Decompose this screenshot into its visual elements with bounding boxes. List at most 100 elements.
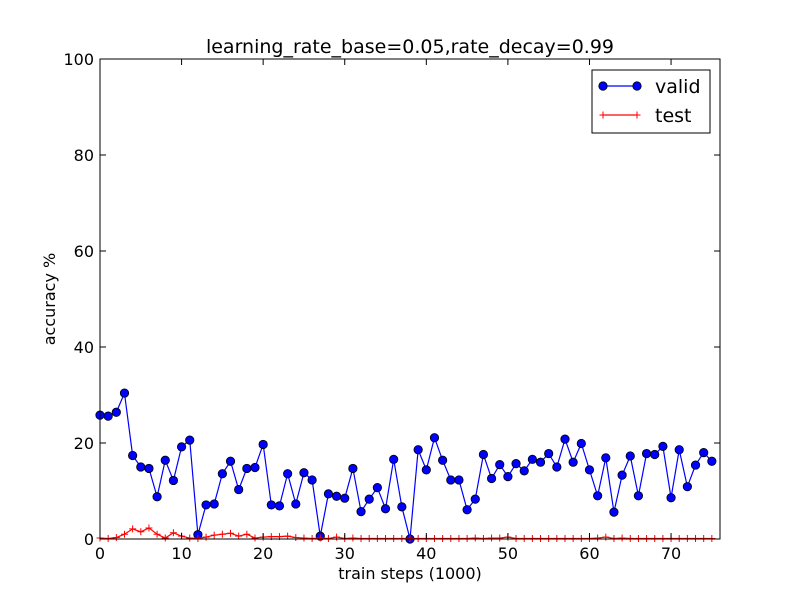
plot-frame xyxy=(99,58,721,540)
data-point-valid xyxy=(560,434,570,444)
legend-box xyxy=(591,69,711,134)
data-point-valid xyxy=(413,445,423,455)
x-tick-label: 10 xyxy=(171,544,191,563)
data-point-valid xyxy=(699,447,709,458)
data-point-valid xyxy=(707,456,717,466)
x-axis-label: train steps (1000) xyxy=(338,564,482,583)
data-point-valid xyxy=(356,507,366,517)
data-point-valid xyxy=(658,441,668,451)
data-point-test xyxy=(218,530,226,538)
series-valid xyxy=(95,388,717,544)
data-point-valid xyxy=(242,463,252,474)
data-point-test xyxy=(169,529,177,537)
data-point-valid xyxy=(168,475,179,486)
legend: valid test xyxy=(591,69,711,134)
data-point-valid xyxy=(128,450,138,461)
data-point-valid xyxy=(584,465,595,475)
data-point-valid xyxy=(389,454,399,464)
data-point-valid xyxy=(625,451,635,461)
data-point-valid xyxy=(641,448,652,459)
data-point-valid xyxy=(103,411,113,421)
data-point-test xyxy=(129,525,137,533)
data-point-test xyxy=(284,532,292,540)
data-point-valid xyxy=(364,494,374,504)
data-point-test xyxy=(300,534,308,542)
legend-swatch-marker xyxy=(598,81,608,91)
y-axis-label: accuracy % xyxy=(40,253,59,345)
data-point-test xyxy=(186,534,194,542)
legend-entry-test: test xyxy=(599,105,692,127)
data-point-valid xyxy=(397,502,407,512)
data-point-valid xyxy=(438,455,448,465)
data-point-valid xyxy=(340,493,350,503)
data-point-valid xyxy=(331,491,342,501)
data-point-valid xyxy=(486,473,497,484)
data-point-valid xyxy=(568,457,578,467)
data-point-valid xyxy=(209,499,219,509)
y-tick-label: 0 xyxy=(84,530,94,549)
data-point-valid xyxy=(266,500,276,510)
data-point-valid xyxy=(682,482,692,492)
data-point-valid xyxy=(283,469,293,479)
legend-entries: valid test xyxy=(598,76,701,127)
data-point-valid xyxy=(495,459,505,470)
data-point-valid xyxy=(250,462,260,473)
x-tick-label: 70 xyxy=(661,544,681,563)
data-point-test xyxy=(594,534,602,542)
data-point-test xyxy=(112,534,120,542)
data-point-valid xyxy=(258,439,268,450)
legend-label: valid xyxy=(655,76,701,98)
data-point-test xyxy=(471,534,479,542)
data-point-valid xyxy=(462,505,472,515)
data-point-valid xyxy=(429,433,440,443)
legend-swatch-marker xyxy=(599,111,607,119)
data-point-valid xyxy=(601,453,611,463)
data-point-test xyxy=(161,534,169,542)
data-point-valid xyxy=(544,448,554,459)
data-point-test xyxy=(251,534,259,542)
legend-label: test xyxy=(655,105,692,127)
data-point-test xyxy=(235,532,243,540)
data-point-valid xyxy=(323,489,334,499)
data-point-test xyxy=(292,534,300,542)
data-point-valid xyxy=(609,507,619,517)
data-point-valid xyxy=(274,501,285,511)
data-point-valid xyxy=(666,493,676,503)
data-point-valid xyxy=(160,455,170,465)
data-point-valid xyxy=(617,470,627,480)
data-point-test xyxy=(488,534,496,542)
data-point-valid xyxy=(421,465,431,475)
data-point-test xyxy=(618,534,626,542)
data-point-valid xyxy=(111,407,121,417)
data-point-valid xyxy=(291,499,301,509)
x-tick-label: 60 xyxy=(579,544,599,563)
data-point-valid xyxy=(478,449,489,460)
y-tick-label: 100 xyxy=(63,50,94,69)
data-point-valid xyxy=(633,491,644,501)
data-point-valid xyxy=(307,475,317,485)
data-point-test xyxy=(153,530,161,538)
data-point-valid xyxy=(470,494,480,504)
series-line-valid xyxy=(99,390,713,540)
legend-entry-valid: valid xyxy=(598,76,701,98)
data-point-valid xyxy=(535,457,546,467)
x-tick-label: 40 xyxy=(416,544,436,563)
legend-swatch-marker xyxy=(632,81,642,91)
data-point-valid xyxy=(380,504,391,514)
data-point-valid xyxy=(152,492,162,502)
data-point-valid xyxy=(650,449,660,460)
plot-area: 0 10 20 30 40 50 60 70 0 20 40 60 80 100 xyxy=(63,50,721,563)
data-point-test xyxy=(137,528,145,536)
data-point-test xyxy=(210,531,218,539)
legend-swatch-marker xyxy=(633,111,641,119)
data-point-valid xyxy=(144,463,154,474)
x-tick-label: 0 xyxy=(95,544,105,563)
data-point-test xyxy=(349,534,357,542)
data-point-valid xyxy=(511,459,521,469)
data-point-valid xyxy=(299,468,309,478)
data-point-test xyxy=(145,524,153,532)
y-tick-label: 40 xyxy=(74,338,94,357)
data-point-valid xyxy=(674,445,684,455)
y-tick-label: 60 xyxy=(74,242,94,261)
